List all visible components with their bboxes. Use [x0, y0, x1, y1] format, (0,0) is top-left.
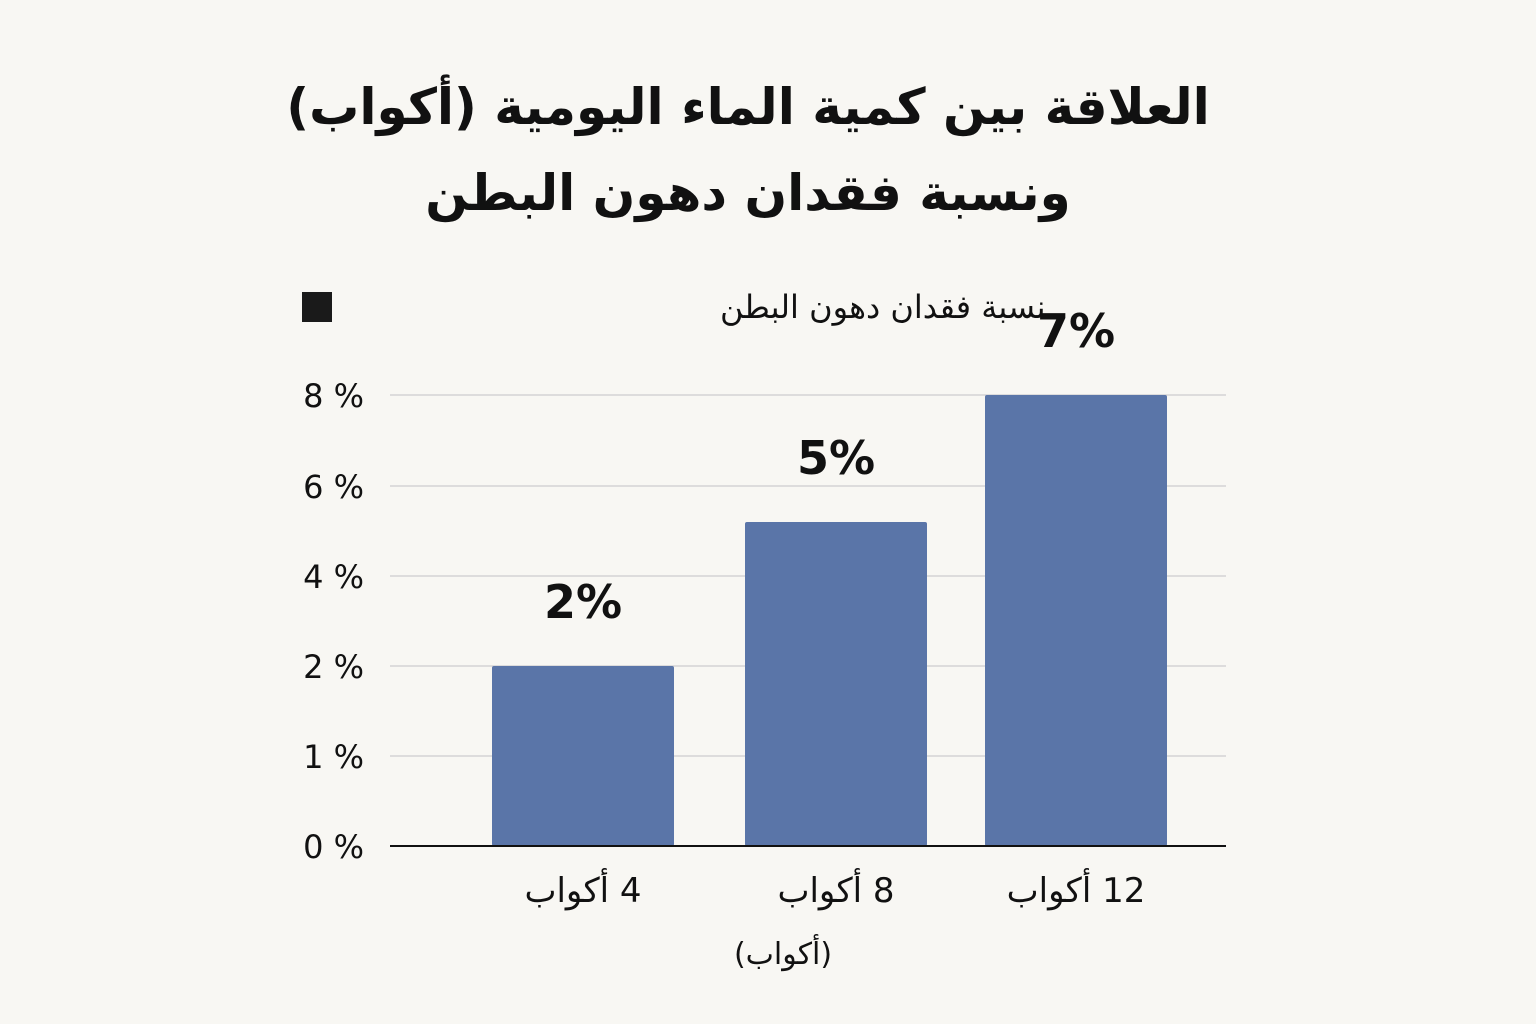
y-axis-ticks: 0 % 1 % 2 % 4 % 6 % 8 % — [303, 377, 364, 866]
y-tick-label: 1 % — [303, 738, 364, 776]
legend-marker — [302, 292, 332, 322]
bar — [745, 522, 927, 846]
x-category-label: 4 أكواب — [524, 868, 641, 911]
y-tick-label: 4 % — [303, 558, 364, 596]
bars — [492, 395, 1167, 846]
y-tick-label: 0 % — [303, 828, 364, 866]
data-labels: 2% 5% 7% — [544, 304, 1115, 629]
x-category-label: 8 أكواب — [777, 868, 894, 911]
legend-label: نسبة فقدان دهون البطن — [720, 288, 1046, 326]
data-label: 2% — [544, 575, 622, 629]
data-label: 5% — [797, 431, 875, 485]
chart-title-line-2: ونسبة فقدان دهون البطن — [425, 164, 1071, 222]
y-tick-label: 2 % — [303, 648, 364, 686]
y-tick-label: 6 % — [303, 468, 364, 506]
bar — [492, 666, 674, 846]
data-label: 7% — [1037, 304, 1115, 358]
bar — [985, 395, 1167, 846]
y-tick-label: 8 % — [303, 377, 364, 415]
x-axis-label: (أكواب) — [734, 933, 832, 972]
chart-title-line-1: العلاقة بين كمية الماء اليومية (أكواب) — [286, 78, 1210, 136]
legend: نسبة فقدان دهون البطن — [302, 288, 1046, 326]
x-axis-categories: 4 أكواب 8 أكواب 12 أكواب — [524, 868, 1145, 911]
x-category-label: 12 أكواب — [1007, 868, 1146, 911]
